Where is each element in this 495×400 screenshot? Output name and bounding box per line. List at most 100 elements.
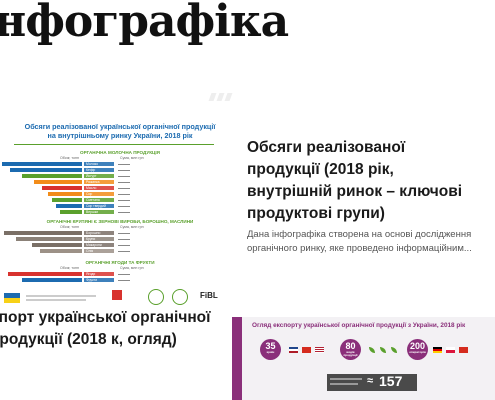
grain-bars-label-bar	[84, 237, 114, 241]
total-caption-line-2	[330, 383, 358, 385]
dairy-bars-label-bar	[84, 198, 114, 202]
leaf-icon-3	[391, 347, 397, 353]
infographic-thumbnail-domestic[interactable]: Обсяги реалізованої української органічн…	[0, 100, 229, 315]
article-title-export[interactable]: спорт української органічної продукції (…	[0, 309, 211, 348]
grain-bars-label: Крупи	[86, 237, 96, 241]
page-heading: нфографіка	[0, 0, 289, 47]
stat-operators-value: 200	[409, 341, 426, 351]
stat-countries-unit: країн	[266, 350, 275, 354]
footer-text-line	[26, 295, 96, 297]
accent-band	[232, 317, 242, 400]
stat-countries: 35 країн	[260, 339, 281, 360]
partner-logo-icon-2	[172, 289, 188, 305]
dairy-bars-label: Масло	[86, 186, 97, 190]
dairy-bars-bar	[48, 192, 82, 196]
grain-bars-sum-line	[118, 239, 130, 240]
total-caption-line	[330, 378, 362, 380]
dairy-bars-bar	[10, 168, 82, 172]
grain-bars-label: Борошно	[86, 231, 101, 235]
col-volume-header-3: Обсяг, тонн	[60, 266, 79, 270]
dairy-bars-label-bar	[84, 174, 114, 178]
infographic-title: Обсяги реалізованої української органічн…	[20, 122, 220, 140]
infographic-thumbnail-export[interactable]: Огляд експорту української органічної пр…	[232, 317, 495, 400]
stat-products: 80 видів продукції	[340, 339, 361, 360]
infographic-title-line2: на внутрішньому ринку України, 2018 рік	[47, 131, 193, 140]
total-value: 157	[379, 373, 403, 389]
fibl-logo: FiBL	[200, 291, 218, 300]
dairy-bars-sum-line	[118, 170, 130, 171]
dairy-bars-bar	[52, 198, 82, 202]
netherlands-flag-icon	[289, 347, 298, 353]
stat-products-unit: видів продукції	[343, 350, 358, 357]
dairy-bars-sum-line	[118, 194, 130, 195]
stat-operators-unit: операторів	[409, 350, 426, 354]
dairy-bars-bar	[22, 174, 82, 178]
total-box: ≈ 157	[327, 373, 417, 391]
germany-flag-icon	[433, 347, 442, 353]
berry-bars-label-bar	[84, 278, 114, 282]
section-grain: ОРГАНІЧНІ КРУПЯНІ Є ЗЕРНОВІ ВИРОБИ, БОРО…	[46, 219, 194, 224]
dairy-bars-label-bar	[84, 180, 114, 184]
col-volume-header: Обсяг, тонн	[60, 156, 79, 160]
switzerland-flag-icon-2	[459, 347, 468, 353]
dairy-bars-label: Вершки	[86, 210, 99, 214]
footer-text-line-2	[26, 299, 86, 301]
decorative-marks	[208, 93, 250, 101]
leaf-icon-2	[380, 347, 386, 353]
berry-bars-bar	[8, 272, 82, 276]
grain-bars-sum-line	[118, 245, 130, 246]
dairy-bars-label: Сметана	[86, 198, 100, 202]
dairy-bars-sum-line	[118, 182, 130, 183]
dairy-bars-label-bar	[84, 168, 114, 172]
dairy-bars-bar	[34, 180, 82, 184]
dairy-bars-label: Сир твердий	[86, 204, 106, 208]
poland-flag-icon	[446, 347, 455, 353]
section-berries: ОРГАНІЧНІ ЯГОДИ ТА ФРУКТИ	[85, 260, 155, 265]
dairy-bars-sum-line	[118, 164, 130, 165]
stat-products-value: 80	[345, 341, 356, 351]
dairy-bars-label: Кефір	[86, 168, 96, 172]
export-infographic-title: Огляд експорту української органічної пр…	[252, 322, 466, 329]
stat-operators: 200 операторів	[407, 339, 428, 360]
col-sum-header-2: Сума, млн грн	[120, 225, 144, 229]
dairy-bars-bar	[56, 204, 82, 208]
col-sum-header: Сума, млн грн	[120, 156, 144, 160]
dairy-bars-bar	[42, 186, 82, 190]
dairy-bars-bar	[60, 210, 82, 214]
grain-bars-bar	[16, 237, 82, 241]
dairy-bars-label: Ряжанка	[86, 180, 100, 184]
dairy-bars-sum-line	[118, 188, 130, 189]
berry-bars-label: Фрукти	[86, 278, 98, 282]
usa-flag-icon	[315, 347, 324, 353]
dairy-bars-label-bar	[84, 192, 114, 196]
dairy-bars-sum-line	[118, 176, 130, 177]
dairy-bars-label: Сир	[86, 192, 93, 196]
berry-bars-bar	[22, 278, 82, 282]
grain-bars-sum-line	[118, 233, 130, 234]
grain-bars-label: Олія	[86, 249, 94, 253]
dairy-bars-label-bar	[84, 210, 114, 214]
grain-bars-bar	[4, 231, 82, 235]
divider	[14, 144, 214, 145]
swiss-cross-icon	[112, 290, 122, 300]
berry-bars-label-bar	[84, 272, 114, 276]
grain-bars-bar	[32, 243, 82, 247]
article-title-domestic[interactable]: Обсяги реалізованої продукції (2018 рік,…	[247, 139, 463, 222]
col-volume-header-2: Обсяг, тонн	[60, 225, 79, 229]
total-prefix: ≈	[367, 375, 374, 387]
berry-bars-sum-line	[118, 280, 130, 281]
dairy-bars-label: Йогурт	[86, 174, 97, 178]
leaf-icon	[369, 347, 375, 353]
col-sum-header-3: Сума, млн грн	[120, 266, 144, 270]
dairy-bars-sum-line	[118, 200, 130, 201]
partner-logo-icon	[148, 289, 164, 305]
article-description-domestic: Дана інфографіка створена на основі досл…	[247, 229, 472, 254]
ukraine-flag-yellow	[4, 298, 20, 303]
dairy-bars-label-bar	[84, 162, 114, 166]
dairy-bars-label: Молоко	[86, 162, 98, 166]
dairy-bars-label-bar	[84, 186, 114, 190]
section-dairy: ОРГАНІЧНА МОЛОЧНА ПРОДУКЦІЯ	[80, 150, 160, 155]
infographic-footer: FiBL	[0, 287, 229, 315]
switzerland-flag-icon	[302, 347, 311, 353]
grain-bars-label-bar	[84, 249, 114, 253]
